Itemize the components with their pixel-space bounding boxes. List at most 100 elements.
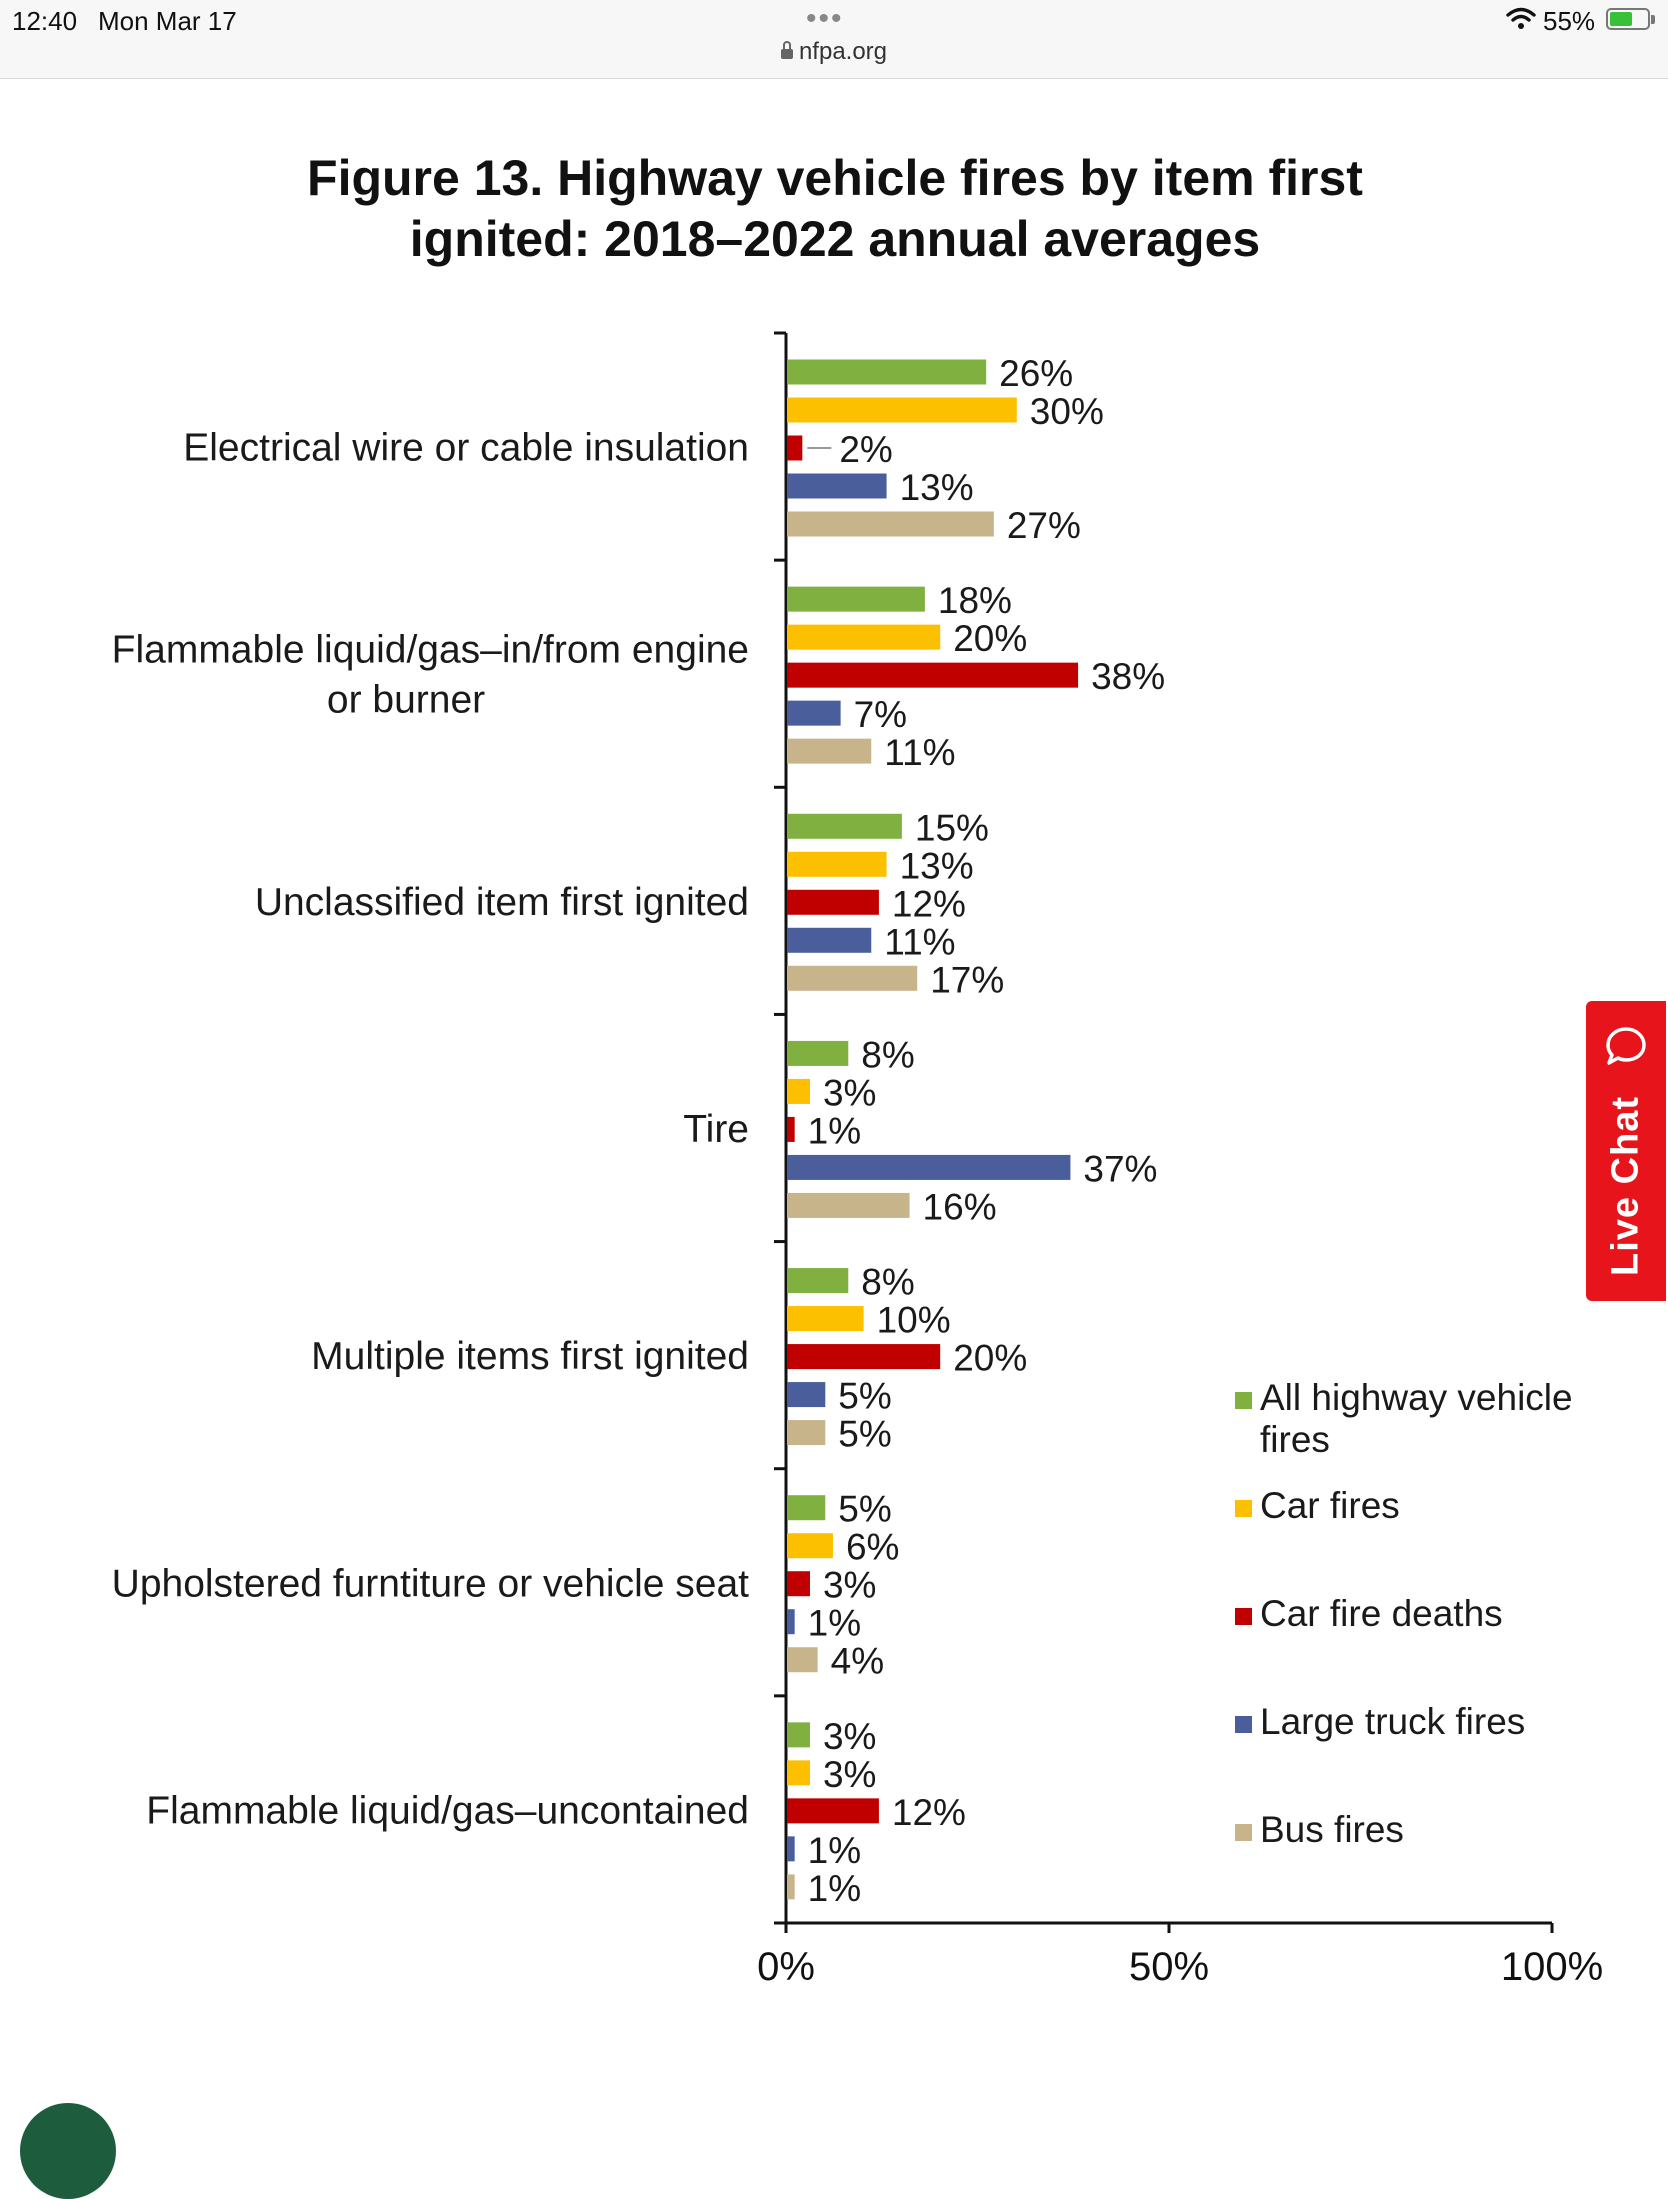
bar — [787, 1078, 810, 1104]
value-label: 12% — [892, 883, 966, 924]
status-date: Mon Mar 17 — [98, 6, 237, 36]
lock-icon — [780, 41, 793, 59]
legend-label: fires — [1260, 1419, 1330, 1460]
bar — [787, 1722, 810, 1748]
bar — [787, 1533, 833, 1559]
value-label: 1% — [808, 1603, 861, 1644]
floating-action-button[interactable] — [20, 2103, 116, 2199]
x-tick-label: 100% — [1501, 1945, 1603, 1989]
value-label: 3% — [823, 1716, 876, 1757]
value-label: 11% — [884, 921, 955, 962]
value-label: 38% — [1091, 656, 1165, 697]
chart-title: Figure 13. Highway vehicle fires by item… — [120, 148, 1550, 270]
status-time: 12:40 — [12, 6, 78, 36]
bar — [787, 1609, 795, 1635]
bar — [787, 1344, 941, 1370]
live-chat-label: Live Chat — [1604, 1095, 1647, 1277]
battery-tip — [1651, 15, 1655, 24]
bar — [787, 1874, 795, 1900]
legend-swatch — [1235, 1500, 1252, 1517]
category-label: Tire — [683, 1108, 749, 1151]
bar — [787, 1040, 849, 1066]
chat-bubble-icon — [1606, 1027, 1646, 1065]
category-label: Unclassified item first ignited — [255, 881, 749, 924]
value-label: 13% — [900, 845, 974, 886]
value-label: 20% — [953, 618, 1027, 659]
value-label: 10% — [877, 1300, 951, 1341]
value-label: 1% — [808, 1830, 861, 1871]
bar — [787, 813, 902, 839]
value-label: 16% — [923, 1186, 997, 1227]
bar — [787, 1116, 795, 1142]
value-label: 5% — [838, 1414, 891, 1455]
tab-menu-icon[interactable]: ••• — [806, 2, 844, 35]
bar — [787, 1268, 849, 1294]
value-label: 3% — [823, 1072, 876, 1113]
legend-swatch — [1235, 1824, 1252, 1841]
category-label: Flammable liquid/gas–in/from engine — [112, 629, 749, 672]
value-label: 8% — [861, 1262, 914, 1303]
value-label: 11% — [884, 732, 955, 773]
bar — [787, 927, 872, 953]
legend-label: All highway vehicle — [1260, 1377, 1573, 1418]
bar — [787, 1798, 879, 1824]
chart-title-line-1: Figure 13. Highway vehicle fires by item… — [307, 150, 1363, 206]
bar — [787, 1836, 795, 1862]
value-label: 18% — [938, 580, 1012, 621]
bar — [787, 1647, 818, 1673]
bar — [787, 359, 987, 385]
value-label: 13% — [900, 467, 974, 508]
battery-percent: 55% — [1543, 6, 1596, 36]
value-label: 27% — [1007, 505, 1081, 546]
wifi-icon — [1506, 7, 1536, 29]
legend-label: Car fires — [1260, 1485, 1400, 1526]
value-label: 3% — [823, 1754, 876, 1795]
value-label: 15% — [915, 807, 989, 848]
bar — [787, 662, 1079, 688]
status-bar: 12:40 Mon Mar 17 ••• nfpa.org 55% — [0, 0, 1668, 79]
value-label: 1% — [808, 1868, 861, 1909]
category-label: Upholstered furntiture or vehicle seat — [112, 1562, 749, 1605]
bar — [787, 1495, 826, 1521]
bar — [787, 624, 941, 650]
legend-label: Car fire deaths — [1260, 1593, 1503, 1634]
value-label: 5% — [838, 1376, 891, 1417]
bar — [787, 738, 872, 764]
address-bar[interactable]: nfpa.org — [0, 38, 1668, 66]
value-label: 30% — [1030, 391, 1104, 432]
value-label: 1% — [808, 1110, 861, 1151]
url-text: nfpa.org — [798, 38, 888, 65]
value-label: 17% — [930, 959, 1004, 1000]
bar — [787, 473, 887, 499]
value-label: 2% — [839, 429, 892, 470]
legend-label: Large truck fires — [1260, 1701, 1525, 1742]
live-chat-button[interactable]: Live Chat — [1586, 1001, 1666, 1301]
value-label: 4% — [831, 1641, 884, 1682]
legend-swatch — [1235, 1608, 1252, 1625]
bar — [787, 965, 918, 991]
bar — [787, 1192, 910, 1218]
bar — [787, 1306, 864, 1332]
bar — [787, 1420, 826, 1446]
legend-swatch — [1235, 1392, 1252, 1409]
bar — [787, 1382, 826, 1408]
bar — [787, 397, 1017, 423]
x-tick-label: 0% — [757, 1945, 815, 1989]
bar — [787, 435, 803, 461]
legend-swatch — [1235, 1716, 1252, 1733]
chart-title-line-2: ignited: 2018–2022 annual averages — [409, 211, 1261, 267]
value-label: 8% — [861, 1034, 914, 1075]
bar — [787, 1571, 810, 1597]
bar — [787, 1760, 810, 1786]
bar — [787, 700, 841, 726]
category-label: Multiple items first ignited — [311, 1335, 749, 1378]
x-tick-label: 50% — [1129, 1945, 1209, 1989]
value-label: 6% — [846, 1527, 899, 1568]
value-label: 5% — [838, 1489, 891, 1530]
value-label: 20% — [953, 1338, 1027, 1379]
value-label: 26% — [999, 353, 1073, 394]
bar — [787, 586, 925, 612]
bar — [787, 851, 887, 877]
bar — [787, 1154, 1071, 1180]
bar — [787, 889, 879, 915]
